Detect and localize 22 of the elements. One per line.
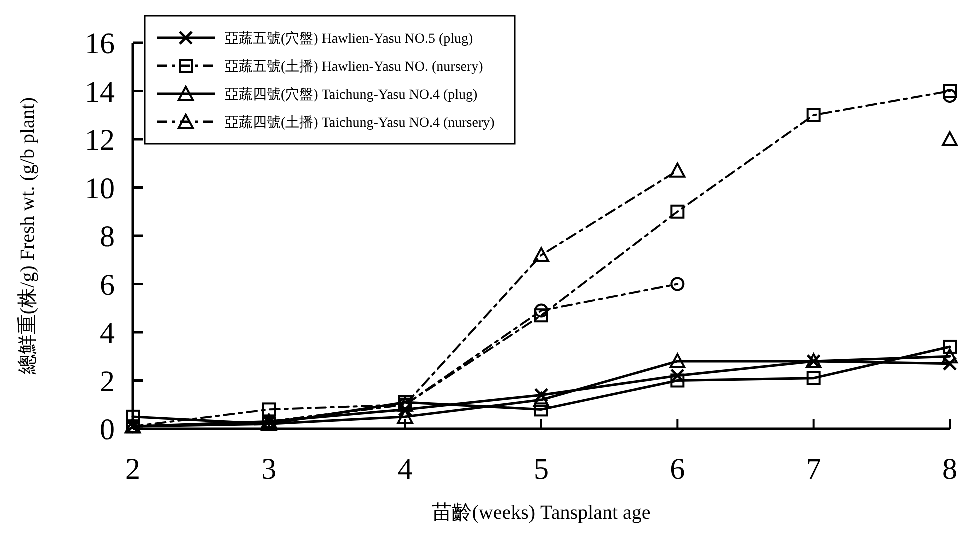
y-tick-label: 0 bbox=[100, 414, 115, 446]
y-tick-label: 2 bbox=[100, 365, 115, 398]
y-tick-label: 8 bbox=[100, 220, 115, 254]
x-tick-label: 5 bbox=[534, 453, 549, 486]
x-tick-label: 4 bbox=[398, 453, 413, 486]
y-tick-label: 4 bbox=[100, 317, 115, 350]
x-axis-title: 苗齡(weeks) Tansplant age bbox=[432, 502, 651, 524]
y-tick-label: 12 bbox=[85, 124, 115, 157]
y-tick-label: 14 bbox=[85, 76, 115, 109]
y-tick-label: 6 bbox=[100, 268, 115, 302]
y-tick-label: 10 bbox=[85, 172, 115, 206]
y-axis-title: 總鮮重(株/g) Fresh wt. (g/b plant) bbox=[17, 97, 39, 376]
legend-label: 亞蔬五號(穴盤) Hawlien-Yasu NO.5 (plug) bbox=[225, 30, 474, 47]
legend-label: 亞蔬五號(土播) Hawlien-Yasu NO. (nursery) bbox=[225, 58, 484, 75]
x-tick-label: 6 bbox=[670, 453, 686, 486]
y-tick-label: 16 bbox=[85, 28, 115, 60]
x-tick-label: 8 bbox=[942, 453, 958, 486]
legend-label: 亞蔬四號(穴盤) Taichung-Yasu NO.4 (plug) bbox=[225, 86, 478, 103]
x-tick-label: 7 bbox=[806, 453, 822, 486]
x-tick-label: 2 bbox=[126, 453, 140, 486]
legend-label: 亞蔬四號(土播) Taichung-Yasu NO.4 (nursery) bbox=[225, 114, 496, 131]
x-tick-label: 3 bbox=[262, 453, 277, 486]
